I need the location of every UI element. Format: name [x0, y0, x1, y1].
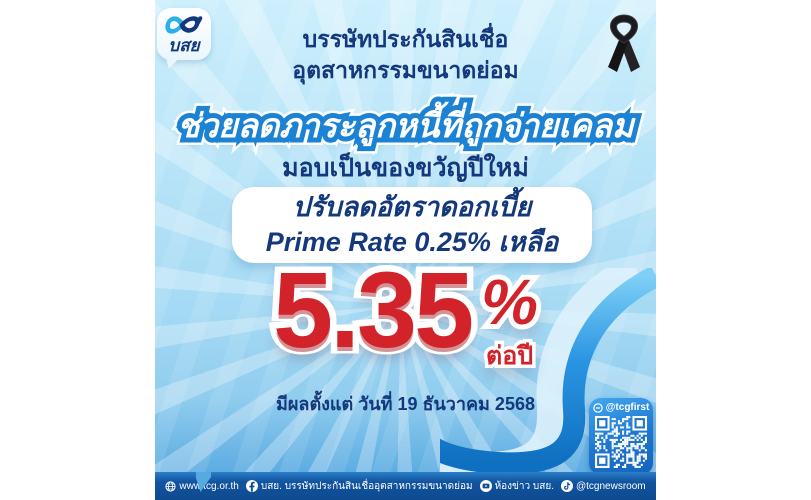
- tiktok-icon: [560, 480, 573, 492]
- facebook-icon: [245, 480, 258, 492]
- qr-label: @tcgfirst: [605, 402, 650, 413]
- banner-headline-text: ช่วยลดภาระลูกหนี้ที่ถูกจ่ายเคลม: [177, 107, 634, 144]
- footer-facebook[interactable]: บสย. บรรษัทประกันสินเชื่ออุตสาหกรรมขนาดย…: [245, 479, 473, 494]
- footer-website-text: www.tcg.or.th: [179, 480, 239, 492]
- offer-line2: Prime Rate 0.25% เหลือ: [265, 227, 559, 257]
- footer-bar: www.tcg.or.th บสย. บรรษัทประกันสินเชื่ออ…: [155, 472, 656, 500]
- org-name-line1: บรรษัทประกันสินเชื่อ: [302, 26, 509, 52]
- banner-headline: ช่วยลดภาระลูกหนี้ที่ถูกจ่ายเคลม ช่วยลดภา…: [170, 99, 641, 152]
- rate-value-text: 5.35: [272, 249, 474, 370]
- rate-value: 5.35 5.35: [266, 249, 480, 370]
- logo-text: บสย: [168, 36, 200, 55]
- rate-unit: % %: [476, 265, 543, 339]
- globe-icon: [165, 480, 176, 492]
- infinity-logo-icon: [165, 16, 203, 34]
- rate-display: 5.35 5.35 % % ต่อปี ต่อปี: [155, 249, 656, 376]
- offer-line1: ปรับลดอัตราดอกเบี้ย: [292, 191, 532, 222]
- footer-youtube[interactable]: ห้องข่าว บสย.: [479, 479, 554, 494]
- footer-tiktok[interactable]: @tcgnewsroom: [560, 480, 646, 492]
- rate-period-text: ต่อปี: [486, 342, 534, 370]
- subtitle: มอบเป็นของขวัญปีใหม่: [282, 154, 529, 182]
- rate-value-stroke: 5.35: [266, 249, 480, 370]
- banner-headline-stroke: ช่วยลดภาระลูกหนี้ที่ถูกจ่ายเคลม: [172, 102, 638, 149]
- footer-youtube-text: ห้องข่าว บสย.: [494, 480, 554, 492]
- rate-period: ต่อปี ต่อปี: [483, 336, 537, 376]
- rate-unit-text: %: [481, 266, 539, 338]
- qr-code[interactable]: [595, 416, 647, 468]
- footer-facebook-text: บสย. บรรษัทประกันสินเชื่ออุตสาหกรรมขนาดย…: [260, 480, 473, 492]
- offer-box: ปรับลดอัตราดอกเบี้ย Prime Rate 0.25% เหล…: [232, 187, 592, 263]
- mourning-ribbon-icon: [608, 14, 640, 72]
- org-name-line2: อุตสาหกรรมขนาดย่อม: [292, 57, 519, 84]
- line-qr-box[interactable]: @tcgfirst: [589, 398, 653, 475]
- promo-poster: บสย บรรษัทประกันสินเชื่อ อุตสาหกรรมขนาดย…: [155, 0, 656, 500]
- tcg-logo: บสย: [157, 8, 211, 60]
- org-name: บรรษัทประกันสินเชื่อ อุตสาหกรรมขนาดย่อม: [221, 24, 590, 86]
- rate-unit-stroke: %: [476, 265, 543, 339]
- effective-date: มีผลตั้งแต่ วันที่ 19 ธันวาคม 2568: [276, 394, 535, 414]
- rate-period-stroke: ต่อปี: [483, 339, 537, 374]
- banner-headline-halo: ช่วยลดภาระลูกหนี้ที่ถูกจ่ายเคลม: [170, 100, 641, 152]
- footer-website[interactable]: www.tcg.or.th: [165, 480, 239, 492]
- line-icon: [592, 402, 603, 413]
- youtube-icon: [479, 480, 492, 492]
- footer-tiktok-text: @tcgnewsroom: [575, 480, 646, 492]
